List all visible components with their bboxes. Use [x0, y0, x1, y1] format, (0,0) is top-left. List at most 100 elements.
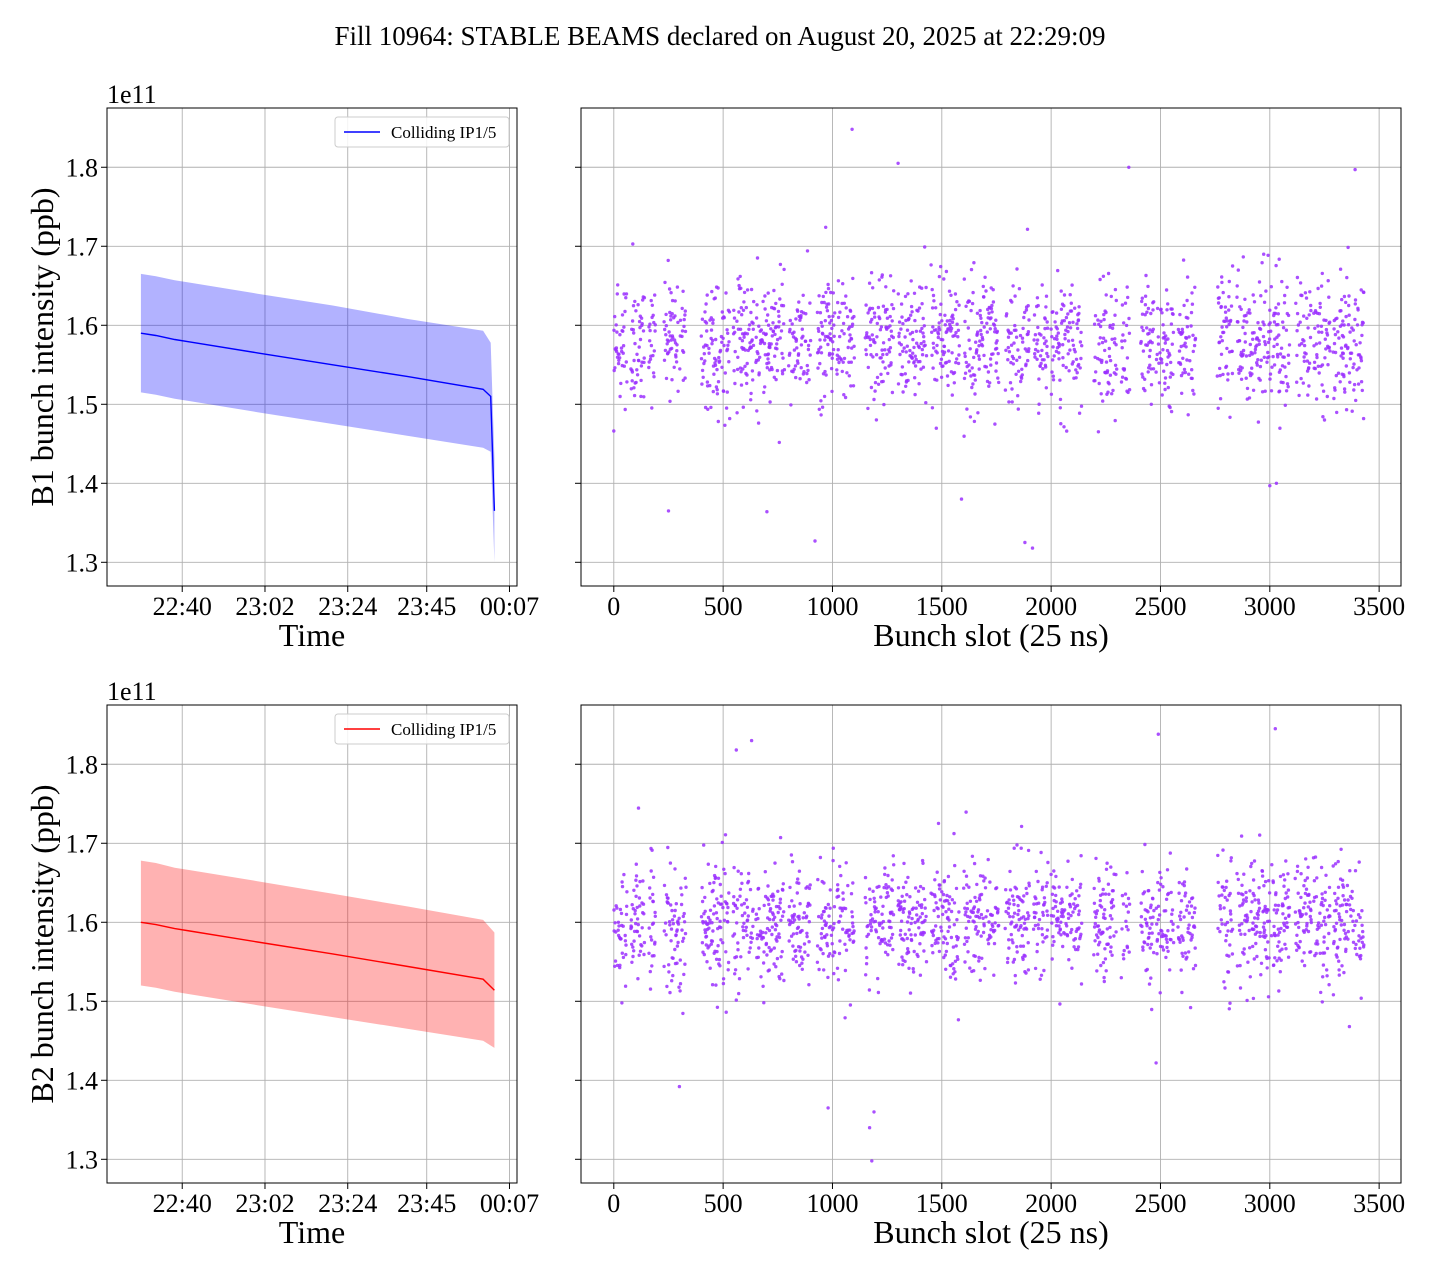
b2-slots-point: [613, 959, 618, 963]
b1-slots-point: [922, 324, 926, 328]
b1-slots-point: [1307, 361, 1312, 365]
b2-time-xtick-label: 22:40: [153, 1189, 212, 1218]
b1-time-ytick-label: 1.5: [66, 390, 99, 419]
b1-slots-point: [1312, 344, 1316, 348]
b1-slots-point: [901, 390, 905, 394]
b2-slots-point: [647, 951, 651, 955]
b2-slots-point: [1263, 879, 1268, 884]
b2-slots-point: [965, 883, 969, 887]
b2-slots-point: [1336, 859, 1340, 864]
b2-slots-point: [973, 954, 977, 958]
b1-slots-point: [792, 367, 796, 371]
b1-slots-point: [1262, 252, 1266, 256]
b1-slots-point: [1282, 355, 1286, 359]
b1-slots-point: [1069, 309, 1074, 313]
b1-slots-xtick-label: 3500: [1353, 592, 1405, 621]
b1-slots-point: [1143, 294, 1148, 298]
b1-slots-point: [647, 365, 651, 370]
b1-slots-point: [1064, 365, 1068, 370]
b1-slots-point: [1307, 384, 1311, 388]
b1-slots-point: [801, 293, 805, 297]
b1-slots-point: [639, 364, 644, 368]
b1-slots-point: [647, 325, 651, 329]
b2-slots-point: [721, 941, 725, 945]
b1-slots-point: [647, 360, 651, 364]
b2-slots-point: [964, 874, 969, 878]
b2-slots-point: [1238, 963, 1242, 968]
b2-slots-point: [874, 930, 879, 934]
b2-slots-point: [676, 922, 681, 926]
b2-slots-point: [651, 892, 655, 897]
b1-slots-point: [1146, 284, 1150, 289]
b2-slots-point: [792, 918, 797, 922]
b2-slots-point: [770, 925, 774, 929]
b1-slots-point: [1325, 394, 1330, 399]
b2-slots-xtick-label: 3500: [1353, 1189, 1405, 1218]
b2-slots-point: [962, 869, 966, 873]
b2-slots-point: [1070, 966, 1074, 970]
b2-slots-point: [1273, 956, 1277, 960]
b1-slots-point: [714, 385, 719, 389]
b2-slots-point: [985, 909, 990, 913]
b1-slots-point: [982, 325, 986, 329]
b1-slots-point: [766, 313, 770, 317]
b1-slots-point: [1309, 308, 1313, 313]
b2-slots-point: [888, 919, 892, 924]
b2-slots-point: [708, 908, 713, 912]
b2-slots-point: [1022, 894, 1026, 898]
b2-slots-point: [918, 973, 923, 977]
b2-slots-point: [619, 937, 623, 941]
b2-slots-point: [819, 948, 823, 952]
b1-slots-point: [774, 301, 778, 306]
b2-slots-point: [1165, 868, 1170, 872]
b2-slots-point: [767, 928, 772, 933]
b1-slots-point: [1140, 299, 1144, 304]
b2-slots-point: [1191, 967, 1196, 971]
b1-slots-point: [948, 318, 952, 323]
b1-slots-point: [954, 330, 958, 335]
b1-slots-point: [1056, 331, 1061, 335]
b2-slots-point: [1107, 892, 1111, 896]
b2-slots-point: [1101, 892, 1105, 896]
b2-slots-point: [1158, 870, 1162, 875]
b1-slots-point: [614, 349, 619, 354]
b1-slots-point: [1285, 285, 1289, 289]
b1-slots-point: [634, 380, 638, 385]
b2-slots-point: [1027, 884, 1032, 888]
b2-slots-point: [1256, 916, 1260, 921]
b2-slots-point: [1243, 932, 1247, 936]
b1-slots-point: [764, 332, 768, 336]
b1-slots-point: [1219, 335, 1223, 339]
b1-time-xtick-label: 00:07: [480, 592, 539, 621]
b1-slots-point: [904, 350, 908, 354]
b2-slots-point: [1158, 991, 1162, 995]
b2-slots-outlier-point: [734, 748, 738, 752]
b2-slots-point: [846, 883, 850, 888]
b1-slots-point: [636, 303, 640, 307]
b1-slots-point: [1113, 313, 1117, 317]
b2-slots-point: [1295, 869, 1300, 874]
b2-slots-point: [934, 901, 938, 905]
b2-slots-point: [1303, 901, 1307, 905]
b1-slots-point: [1268, 372, 1273, 376]
b2-slots-point: [826, 975, 830, 980]
b1-slots-point: [618, 394, 622, 399]
b1-slots-point: [1180, 327, 1185, 331]
b2-slots-point: [1042, 896, 1047, 900]
b2-slots-point: [775, 939, 779, 943]
b1-slots-point: [1191, 333, 1195, 337]
b2-slots-point: [1101, 960, 1106, 965]
b2-slots-point: [832, 921, 836, 926]
b2-slots-point: [883, 866, 887, 870]
b1-slots-point: [622, 292, 626, 296]
b1-slots-point: [1181, 356, 1185, 360]
b2-slots-point: [1024, 886, 1028, 891]
b2-slots-point: [798, 902, 802, 906]
b1-slots-point: [714, 337, 718, 342]
b2-slots-point: [726, 960, 731, 965]
b1-slots-point: [900, 315, 904, 319]
b2-slots-point: [664, 893, 669, 897]
b2-slots-point: [984, 915, 988, 919]
b2-slots-point: [771, 894, 776, 898]
b2-slots-point: [677, 985, 681, 989]
